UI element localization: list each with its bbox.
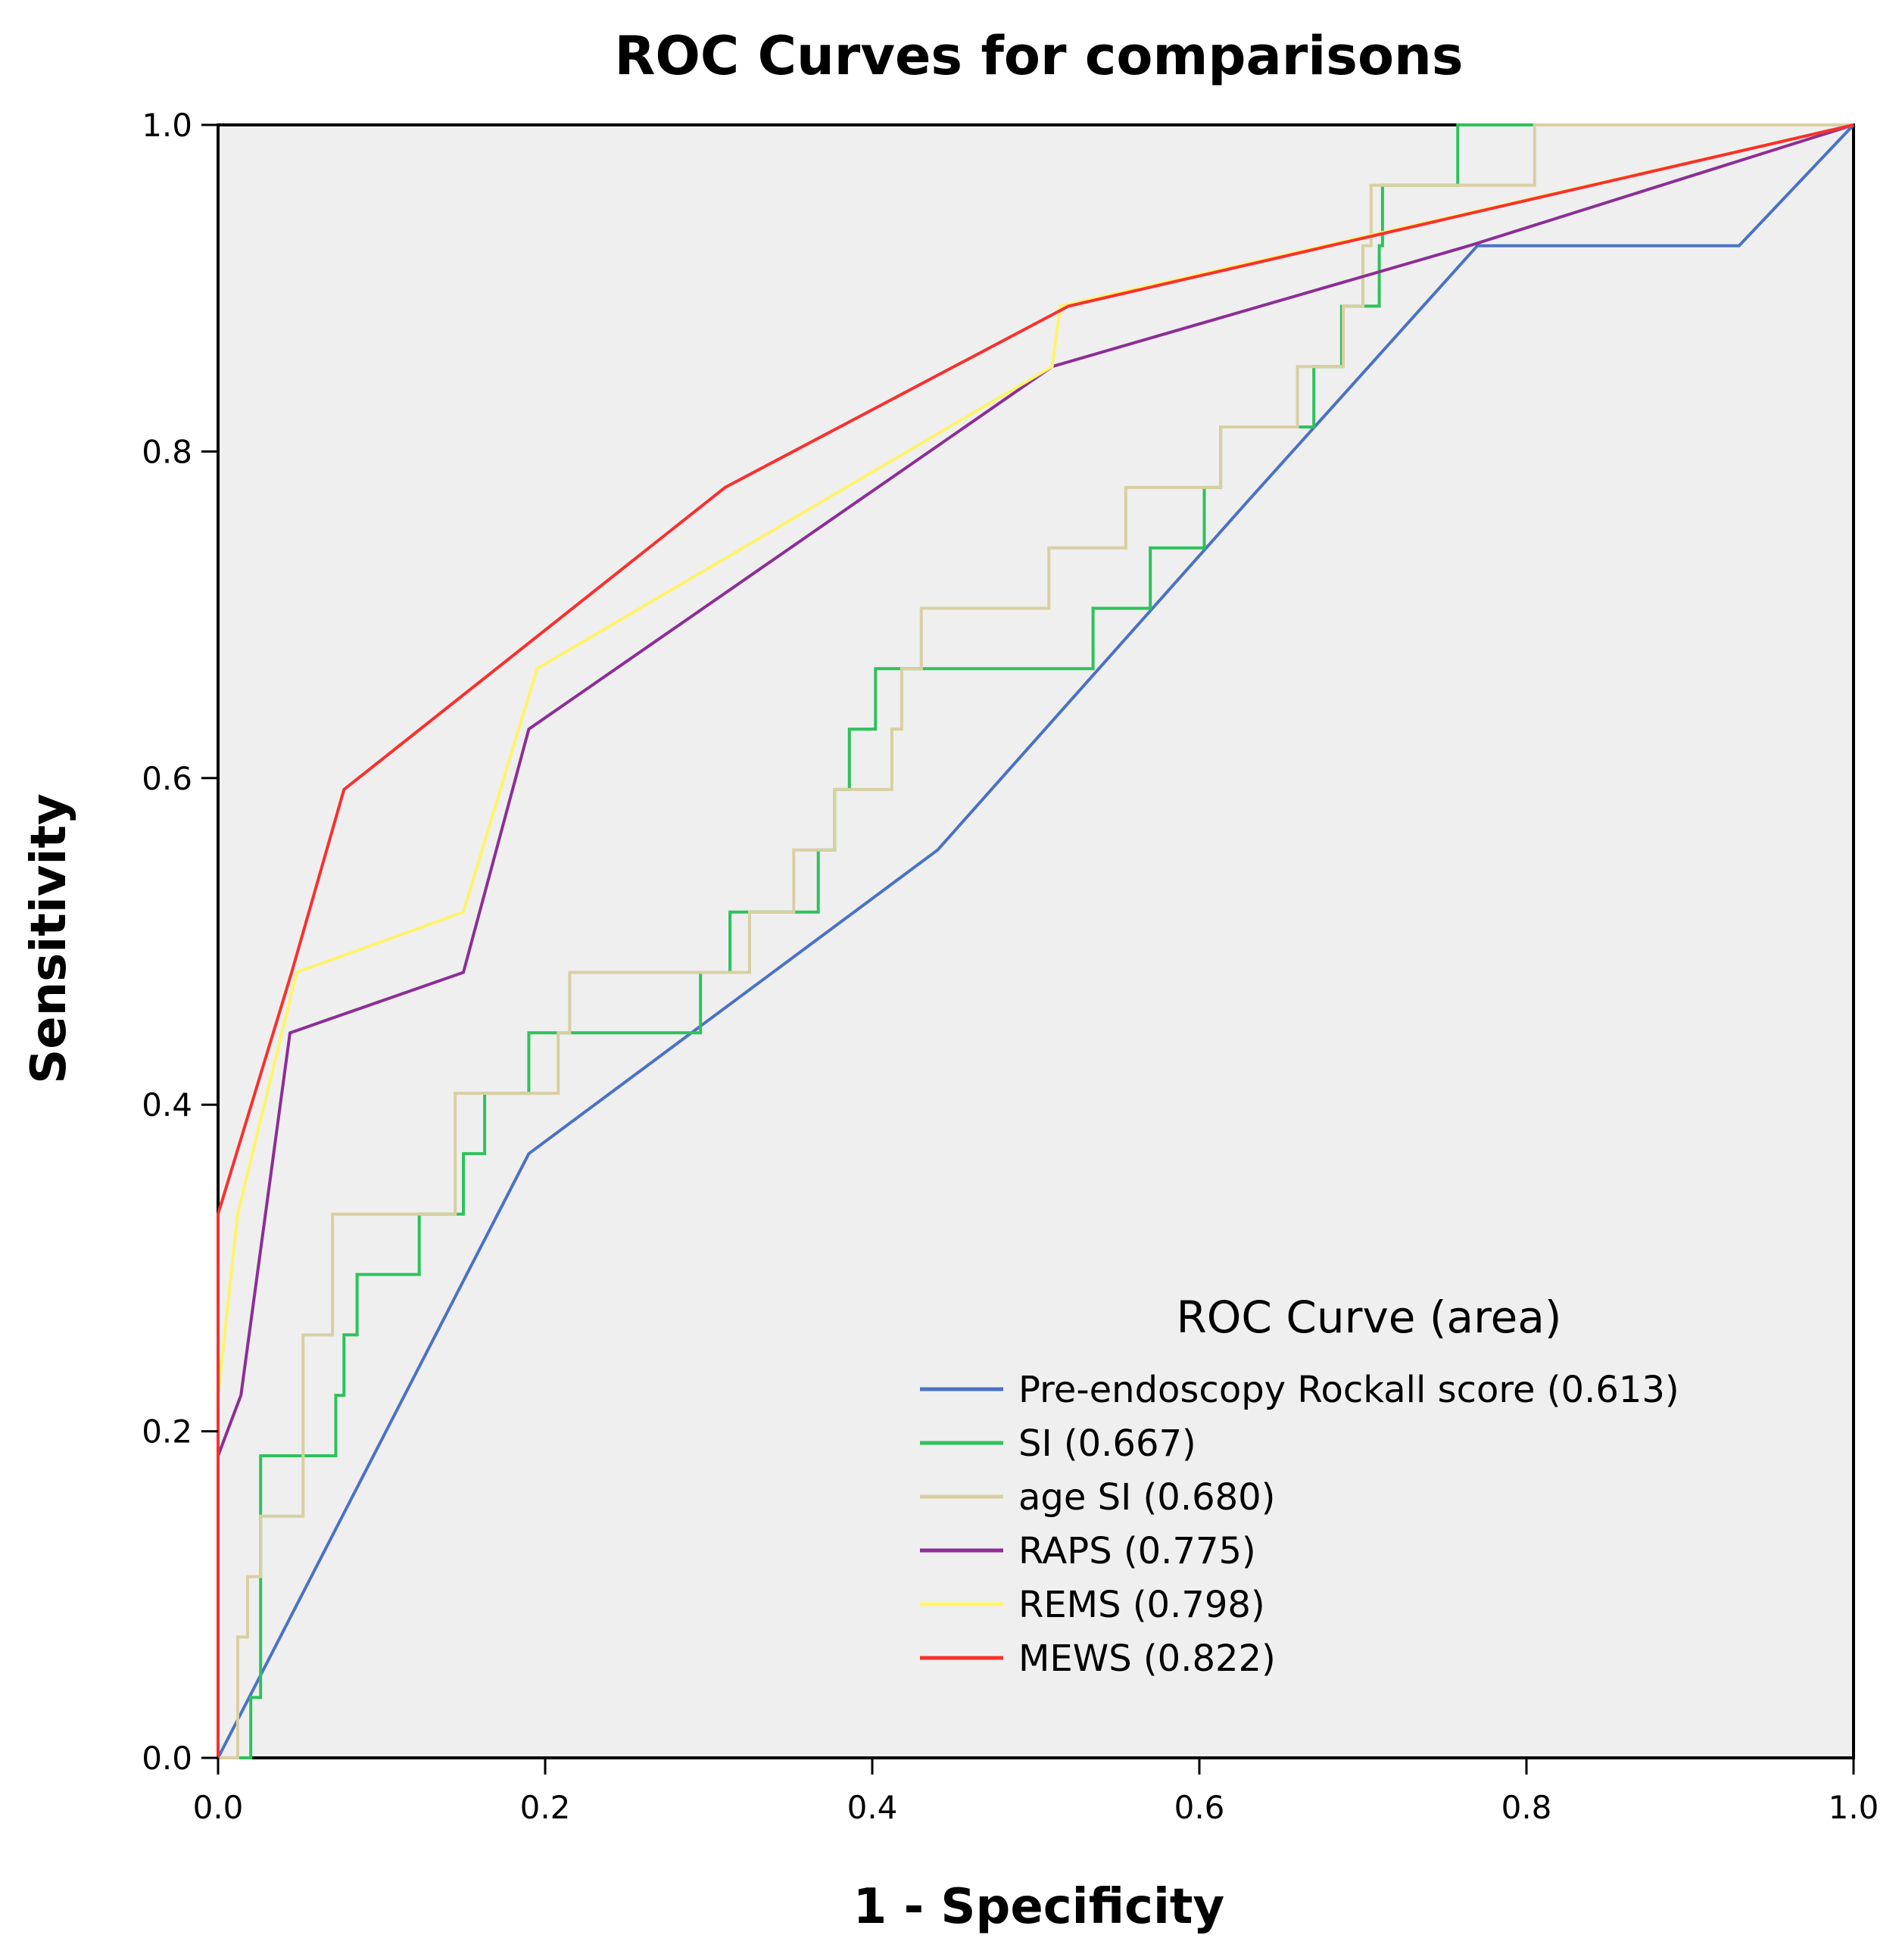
y-tick-label: 0.0 (142, 1740, 192, 1777)
y-tick-label: 0.4 (142, 1086, 192, 1123)
legend: ROC Curve (area) Pre-endoscopy Rockall s… (920, 1292, 1679, 1680)
x-axis-label: 1 - Specificity (853, 1879, 1224, 1935)
x-tick-label: 0.6 (1174, 1789, 1225, 1826)
x-tick-label: 0.0 (193, 1789, 244, 1826)
y-tick-label: 0.2 (142, 1413, 192, 1451)
plot-area (217, 123, 1855, 1759)
x-tick-label: 0.2 (520, 1789, 571, 1826)
chart-title: ROC Curves for comparisons (614, 25, 1463, 87)
x-tick-label: 1.0 (1829, 1789, 1879, 1826)
y-tick-label: 0.8 (142, 433, 192, 470)
x-tick-label: 0.8 (1501, 1789, 1552, 1826)
series-line-3 (217, 123, 1854, 1758)
legend-label-0: Pre-endoscopy Rockall score (0.613) (1018, 1369, 1679, 1411)
legend-label-3: RAPS (0.775) (1018, 1530, 1256, 1572)
legend-label-4: REMS (0.798) (1018, 1584, 1265, 1626)
legend-label-5: MEWS (0.822) (1018, 1637, 1276, 1680)
y-tick-label: 1.0 (142, 107, 192, 144)
legend-label-1: SI (0.667) (1018, 1422, 1196, 1465)
legend-title: ROC Curve (area) (1176, 1292, 1561, 1343)
x-tick-label: 0.4 (847, 1789, 898, 1826)
series-layer (217, 123, 1855, 1759)
legend-items: Pre-endoscopy Rockall score (0.613) SI (0… (920, 1369, 1679, 1680)
y-tick-label: 0.6 (142, 760, 192, 797)
series-line-2 (218, 123, 1854, 1759)
series-line-4 (217, 123, 1854, 1758)
series-line-0 (217, 123, 1855, 1759)
series-line-5 (217, 123, 1854, 1758)
axis-layer: 0.0 0.2 0.4 0.6 0.8 1.0 0.0 0.2 0.4 0.6 0.8 1.0 (142, 107, 1879, 1826)
legend-label-2: age SI (0.680) (1018, 1476, 1275, 1519)
y-axis-label: Sensitivity (21, 793, 77, 1084)
